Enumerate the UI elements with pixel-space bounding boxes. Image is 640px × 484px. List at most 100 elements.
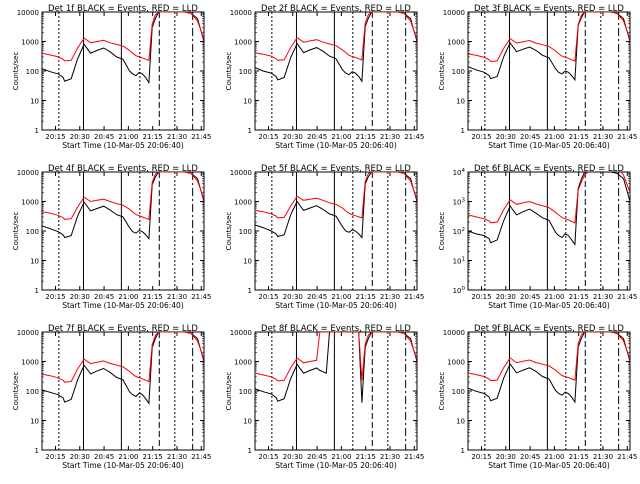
x-tick-label: 21:00 xyxy=(544,453,564,461)
y-tick-label: 100 xyxy=(452,388,465,396)
x-axis-label: Start Time (10-Mar-05 20:06:40) xyxy=(275,301,397,310)
series-group xyxy=(468,172,630,246)
y-tick-label: 10 xyxy=(456,98,465,106)
y-axis-label: Counts/sec xyxy=(225,372,233,411)
panel-4: Det 4f BLACK = Events, RED = LLD 1 10 100 10… xyxy=(12,164,211,310)
plot-frame xyxy=(254,331,418,451)
x-tick-label: 21:00 xyxy=(118,293,138,301)
x-tick-label: 20:30 xyxy=(283,133,303,141)
x-tick-label: 21:30 xyxy=(593,133,613,141)
x-axis-label: Start Time (10-Mar-05 20:06:40) xyxy=(488,141,610,150)
y-tick-label: 10 xyxy=(456,418,465,426)
panel-5: Det 5f BLACK = Events, RED = LLD 1 10 100 10… xyxy=(225,164,424,310)
panel-6: Det 6f BLACK = Events, RED = LLD10010110… xyxy=(438,164,637,310)
x-tick-label: 21:45 xyxy=(617,133,637,141)
y-tick-label: 10000 xyxy=(230,169,252,177)
x-axis-label: Start Time (10-Mar-05 20:06:40) xyxy=(275,461,397,470)
x-tick-label: 20:45 xyxy=(520,133,540,141)
plot-frame xyxy=(467,11,631,131)
y-tick-label: 10000 xyxy=(230,329,252,337)
series-group xyxy=(42,332,204,405)
series-lld xyxy=(42,172,204,220)
y-axis-label: Counts/sec xyxy=(225,212,233,251)
panel-1: Det 1f BLACK = Events, RED = LLD 1 10 100 10… xyxy=(12,4,211,150)
x-axis-label: Start Time (10-Mar-05 20:06:40) xyxy=(488,461,610,470)
x-axis-label: Start Time (10-Mar-05 20:06:40) xyxy=(488,301,610,310)
panel-title: Det 6f BLACK = Events, RED = LLD xyxy=(474,164,624,174)
x-tick-label: 21:30 xyxy=(593,453,613,461)
series-lld xyxy=(468,332,630,382)
y-tick-label: 100 xyxy=(26,388,39,396)
panel-title: Det 9f BLACK = Events, RED = LLD xyxy=(474,324,624,334)
series-group xyxy=(255,332,417,403)
y-tick-label: 100 xyxy=(452,68,465,76)
series-group xyxy=(42,172,204,241)
plot-frame xyxy=(467,331,631,451)
series-group xyxy=(468,12,630,82)
y-tick-label: 10000 xyxy=(443,329,465,337)
series-lld xyxy=(255,12,417,61)
series-lld xyxy=(468,12,630,63)
y-tick-label: 1000 xyxy=(21,199,39,207)
x-axis-label: Start Time (10-Mar-05 20:06:40) xyxy=(62,461,184,470)
x-tick-label: 21:45 xyxy=(404,453,424,461)
y-tick-label: 100 xyxy=(453,286,466,295)
series-events xyxy=(255,12,417,83)
y-tick-label: 1000 xyxy=(234,39,252,47)
x-tick-label: 21:15 xyxy=(143,453,163,461)
panel-title: Det 7f BLACK = Events, RED = LLD xyxy=(48,324,198,334)
plot-frame xyxy=(254,11,418,131)
series-group xyxy=(255,172,417,239)
x-tick-label: 20:15 xyxy=(471,133,491,141)
x-tick-label: 20:15 xyxy=(45,453,65,461)
y-tick-label: 104 xyxy=(453,168,466,177)
x-tick-label: 21:45 xyxy=(617,293,637,301)
y-tick-label: 1000 xyxy=(447,39,465,47)
x-tick-label: 21:30 xyxy=(380,453,400,461)
panel-title: Det 8f BLACK = Events, RED = LLD xyxy=(261,324,411,334)
x-tick-label: 21:00 xyxy=(544,133,564,141)
series-lld xyxy=(255,172,417,219)
y-axis-label: Counts/sec xyxy=(12,372,20,411)
x-tick-label: 21:45 xyxy=(191,453,211,461)
x-tick-label: 20:45 xyxy=(307,133,327,141)
y-tick-label: 10000 xyxy=(230,9,252,17)
y-tick-exponent: 0 xyxy=(462,286,466,292)
y-tick-label: 10000 xyxy=(17,329,39,337)
x-axis-label: Start Time (10-Mar-05 20:06:40) xyxy=(275,141,397,150)
y-tick-label: 1000 xyxy=(447,359,465,367)
y-tick-label: 10000 xyxy=(17,169,39,177)
x-axis-label: Start Time (10-Mar-05 20:06:40) xyxy=(62,301,184,310)
series-events xyxy=(468,172,630,246)
y-tick-label: 10000 xyxy=(17,9,39,17)
y-axis-label: Counts/sec xyxy=(438,372,446,411)
series-events xyxy=(42,12,204,85)
panel-3: Det 3f BLACK = Events, RED = LLD 1 10 100 10… xyxy=(438,4,637,150)
panel-2: Det 2f BLACK = Events, RED = LLD 1 10 100 10… xyxy=(225,4,424,150)
y-tick-exponent: 1 xyxy=(462,257,466,263)
y-tick-label: 10 xyxy=(243,418,252,426)
y-tick-label: 1000 xyxy=(234,199,252,207)
y-axis-label: Counts/sec xyxy=(438,52,446,91)
x-tick-label: 21:45 xyxy=(404,293,424,301)
x-tick-label: 21:30 xyxy=(167,133,187,141)
y-tick-label: 1 xyxy=(248,127,252,135)
panel-title: Det 4f BLACK = Events, RED = LLD xyxy=(48,164,198,174)
y-tick-label: 10 xyxy=(30,258,39,266)
y-tick-label: 10 xyxy=(30,98,39,106)
x-tick-label: 20:30 xyxy=(283,453,303,461)
y-tick-exponent: 3 xyxy=(462,198,466,204)
x-tick-label: 21:30 xyxy=(593,293,613,301)
x-tick-label: 21:45 xyxy=(191,293,211,301)
y-tick-label: 100 xyxy=(239,228,252,236)
x-tick-label: 21:45 xyxy=(404,133,424,141)
series-events xyxy=(255,332,417,403)
x-tick-label: 20:30 xyxy=(70,293,90,301)
series-lld xyxy=(255,332,417,382)
y-tick-label: 1 xyxy=(461,127,465,135)
y-tick-label: 1 xyxy=(35,447,39,455)
y-tick-label: 1 xyxy=(35,287,39,295)
x-tick-label: 20:30 xyxy=(283,293,303,301)
y-tick-exponent: 4 xyxy=(462,168,466,174)
